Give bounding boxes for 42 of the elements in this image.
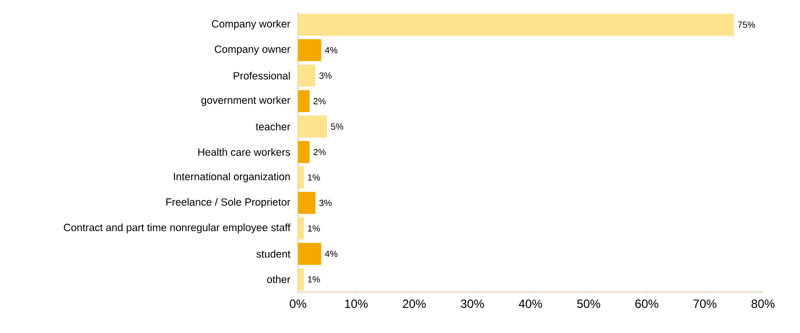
y-tick-label: International organization [174,172,290,182]
y-tick-label: Contract and part time nonregular employee staff [64,223,290,234]
bar [298,192,316,214]
x-tick-label: 50% [577,300,600,308]
bar [298,268,304,290]
y-tick-label: Health care workers [198,148,290,156]
x-tick-label: 70% [694,300,716,308]
x-tick-label: 40% [518,300,542,308]
bar [298,64,316,87]
data-label: 4% [324,250,338,257]
data-label: 1% [308,276,320,282]
data-label: 4% [324,47,338,54]
x-tick-label: 10% [345,300,368,308]
x-tick-label: 0% [290,300,306,308]
data-label: 2% [314,148,326,156]
bar [298,217,304,240]
data-label: 3% [319,200,332,206]
data-label: 1% [308,225,320,232]
bar [298,166,304,188]
x-tick-label: 30% [460,300,484,308]
bar [298,14,734,36]
y-tick-label: government worker [201,96,290,106]
bar [298,242,322,265]
data-label: 1% [308,174,320,181]
y-tick-label: Professional [234,72,290,80]
bar [298,90,310,112]
data-label: 3% [319,72,332,79]
y-tick-label: teacher [256,122,290,130]
x-tick-label: 20% [402,300,426,308]
y-tick-label: student [256,250,290,258]
bar [298,141,310,163]
y-tick-label: Company worker [212,20,290,30]
y-tick-label: Company owner [214,45,290,55]
bar [298,116,328,138]
data-label: 2% [314,98,326,104]
data-label: 5% [330,123,344,130]
data-label: 75% [738,22,756,28]
x-tick-label: 80% [752,300,775,308]
x-tick-label: 60% [635,300,658,308]
y-tick-label: Freelance / Sole Proprietor [166,198,290,208]
y-tick-label: other [267,275,290,284]
bar [298,39,322,62]
